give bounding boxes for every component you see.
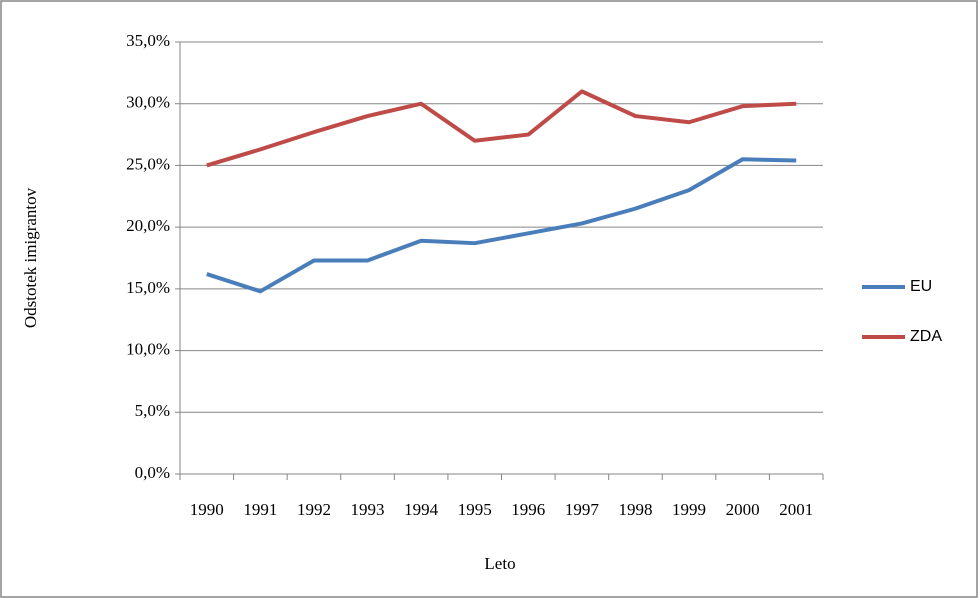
x-tick-label: 1998 — [618, 500, 652, 519]
legend-label: ZDA — [910, 328, 942, 345]
x-tick-label: 1993 — [351, 500, 385, 519]
y-tick-label: 5,0% — [135, 401, 170, 420]
x-tick-label: 1990 — [190, 500, 224, 519]
y-tick-label: 15,0% — [126, 278, 170, 297]
y-tick-label: 35,0% — [126, 31, 170, 50]
x-tick-label: 1992 — [297, 500, 331, 519]
x-tick-label: 2001 — [779, 500, 813, 519]
data-line — [206, 157, 797, 294]
legend-label: EU — [910, 278, 932, 295]
y-tick-label: 20,0% — [126, 216, 170, 235]
x-tick-label: 1997 — [565, 500, 600, 519]
y-axis-label: Odstotek imigrantov — [21, 187, 40, 328]
x-tick-label: 1996 — [511, 500, 545, 519]
y-tick-label: 10,0% — [126, 339, 170, 358]
x-tick-label: 1999 — [672, 500, 706, 519]
y-tick-label: 0,0% — [135, 463, 170, 482]
x-tick-label: 2000 — [726, 500, 760, 519]
x-tick-label: 1995 — [458, 500, 492, 519]
x-axis-label: Leto — [484, 554, 515, 573]
x-tick-label: 1994 — [404, 500, 439, 519]
data-line — [206, 89, 797, 168]
y-tick-label: 25,0% — [126, 154, 170, 173]
y-tick-label: 30,0% — [126, 93, 170, 112]
x-tick-label: 1991 — [243, 500, 277, 519]
